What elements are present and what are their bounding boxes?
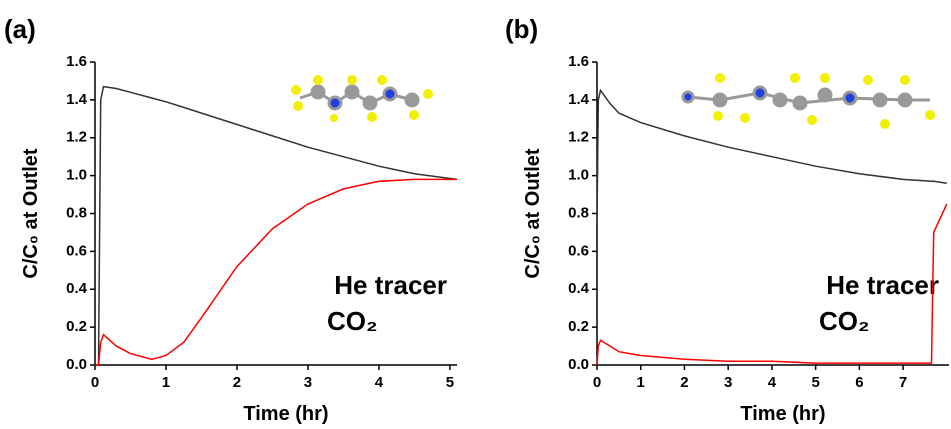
y-tick-label: 0.6 <box>568 242 589 259</box>
x-tick-label: 4 <box>768 374 777 391</box>
panel-label: (b) <box>505 14 538 44</box>
y-tick-label: 0.6 <box>66 242 87 259</box>
molecule-a <box>291 75 433 122</box>
x-tick-label: 3 <box>724 374 732 391</box>
y-tick-label: 1.4 <box>66 91 88 108</box>
x-axis-label: Time (hr) <box>243 403 328 425</box>
x-tick-label: 1 <box>637 374 645 391</box>
x-axis-label: Time (hr) <box>740 403 825 425</box>
y-tick-label: 1.0 <box>66 167 87 184</box>
x-tick-label: 3 <box>304 374 312 391</box>
x-tick-label: 5 <box>811 374 819 391</box>
figure: (a) 0.0 0.2 0.4 0.6 0.8 1.0 1.2 1.4 1.6 0 1 2 3 4 5 Time… <box>0 0 951 429</box>
y-tick-label: 1.4 <box>568 91 590 108</box>
y-tick-label: 1.6 <box>66 53 87 70</box>
y-tick-label: 1.2 <box>66 129 87 146</box>
y-tick-label: 1.0 <box>568 167 589 184</box>
y-tick-label: 0.4 <box>568 280 590 297</box>
y-tick-label: 0.2 <box>66 318 87 335</box>
y-tick-label: 0.8 <box>568 204 589 221</box>
legend-label: He tracer <box>826 270 939 300</box>
y-tick-label: 0.0 <box>568 356 589 373</box>
y-tick-label: 1.2 <box>568 129 589 146</box>
y-axis-label: C/C₀ at Outlet <box>20 148 42 278</box>
y-tick-label: 0.4 <box>66 280 88 297</box>
y-tick-label: 0.8 <box>66 204 87 221</box>
y-tick-label: 0.2 <box>568 318 589 335</box>
legend-label: He tracer <box>334 270 447 300</box>
molecule-b <box>683 73 935 129</box>
x-tick-label: 4 <box>375 374 384 391</box>
x-tick-label: 7 <box>899 374 907 391</box>
legend-label: CO₂ <box>327 306 378 336</box>
y-axis-label: C/C₀ at Outlet <box>522 148 544 278</box>
x-tick-label: 2 <box>680 374 688 391</box>
x-tick-label: 2 <box>233 374 241 391</box>
x-tick-label: 0 <box>91 374 99 391</box>
x-tick-label: 1 <box>162 374 170 391</box>
panel-label: (a) <box>4 14 36 44</box>
x-tick-label: 6 <box>855 374 863 391</box>
x-tick-label: 5 <box>446 374 454 391</box>
x-tick-label: 0 <box>593 374 601 391</box>
legend-label: CO₂ <box>819 306 870 336</box>
y-tick-label: 0.0 <box>66 356 87 373</box>
y-tick-label: 1.6 <box>568 53 589 70</box>
data-line <box>597 90 947 223</box>
